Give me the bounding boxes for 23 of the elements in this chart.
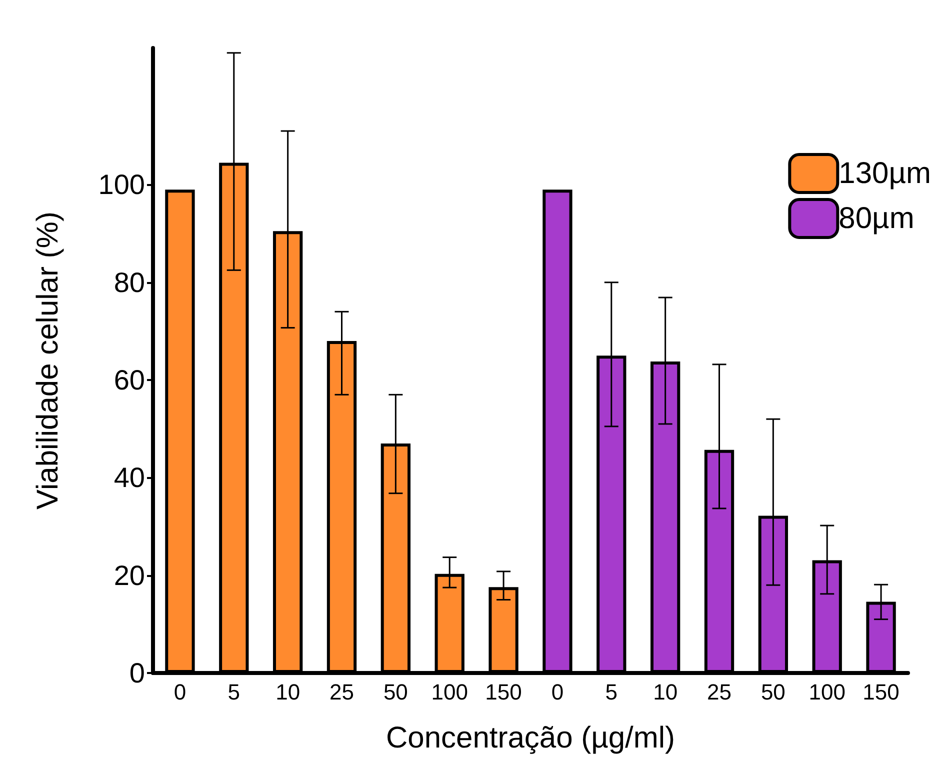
x-tick-label: 25 [707, 680, 732, 704]
y-tick-label: 100 [98, 169, 145, 200]
x-tick-label: 150 [862, 680, 900, 704]
x-tick-label: 10 [276, 680, 300, 704]
y-tick-label: 80 [114, 266, 145, 298]
x-tick-label: 5 [605, 680, 618, 704]
x-tick-label: 0 [174, 680, 186, 704]
x-tick-label: 0 [551, 680, 564, 704]
y-tick-label: 40 [114, 462, 145, 494]
y-tick-label: 20 [114, 560, 145, 591]
x-tick-label: 100 [431, 680, 468, 704]
y-tick-label: 60 [114, 364, 145, 396]
x-axis-title: Concentração (µg/ml) [386, 722, 676, 754]
y-axis-title: Viabilidade celular (%) [32, 212, 64, 510]
x-tick-label: 5 [228, 680, 240, 704]
legend-label: 130µm [838, 157, 932, 190]
x-tick-label: 50 [383, 680, 408, 704]
x-tick-label: 10 [653, 680, 678, 704]
x-tick-label: 25 [330, 680, 354, 704]
x-tick-label: 150 [485, 680, 522, 704]
x-tick-label: 100 [808, 680, 846, 704]
legend-label: 80µm [838, 202, 914, 235]
x-tick-label: 50 [760, 680, 786, 704]
